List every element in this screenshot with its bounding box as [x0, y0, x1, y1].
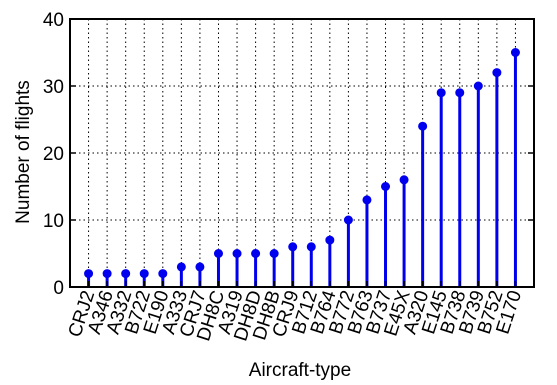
- stem-marker: [473, 81, 483, 91]
- stem-marker: [362, 195, 372, 205]
- stem-marker: [381, 182, 391, 191]
- stem-marker: [176, 262, 186, 272]
- stem-marker: [455, 88, 465, 98]
- stem-marker: [251, 249, 261, 258]
- stem-marker: [436, 88, 446, 98]
- stem-marker: [325, 235, 335, 245]
- stem-marker: [288, 242, 298, 252]
- stem-marker: [139, 269, 149, 279]
- y-tick-label: 10: [43, 211, 64, 232]
- stem-marker: [306, 242, 316, 252]
- stem-marker: [121, 269, 131, 279]
- stem-marker: [269, 249, 279, 258]
- x-axis-ticks: CRJ2A346A332B722E190A333CRJ7DH8CA319DH8D…: [65, 281, 526, 344]
- stem-marker: [399, 175, 409, 185]
- stem-marker: [195, 262, 205, 272]
- stem-marker: [343, 215, 353, 225]
- stem-marker: [102, 269, 112, 279]
- y-tick-label: 20: [43, 144, 64, 165]
- stem-marker: [158, 269, 168, 279]
- stem-marker: [84, 269, 94, 279]
- grid-lines: [70, 19, 534, 287]
- stem-marker: [492, 68, 502, 78]
- x-axis-label: Aircraft-type: [249, 360, 351, 381]
- y-tick-label: 0: [53, 278, 64, 299]
- plot-frame: [69, 18, 535, 288]
- stem-marker: [510, 48, 520, 57]
- y-tick-label: 40: [43, 10, 64, 31]
- y-tick-label: 30: [43, 77, 64, 98]
- stem-marker: [418, 121, 428, 131]
- y-axis-label: Number of flights: [13, 80, 34, 224]
- data-stems: [84, 48, 520, 287]
- stem-marker: [232, 249, 242, 258]
- stem-marker: [213, 249, 223, 258]
- y-axis-ticks: 0 10 20 30 40: [43, 10, 534, 299]
